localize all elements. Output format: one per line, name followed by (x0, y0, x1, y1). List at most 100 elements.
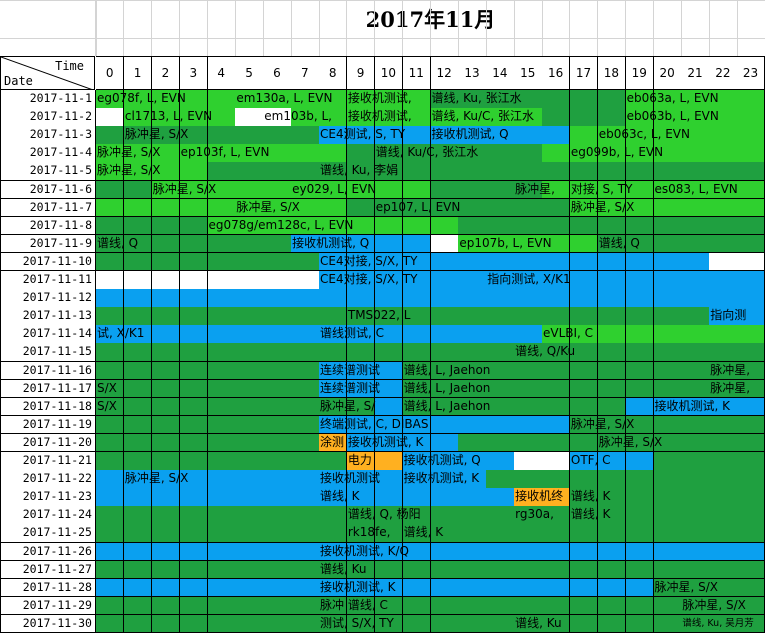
schedule-cell[interactable] (263, 361, 292, 381)
schedule-cell[interactable] (374, 397, 404, 417)
schedule-cell[interactable] (681, 361, 710, 381)
hour-header-8[interactable]: 8 (319, 56, 348, 90)
schedule-cell[interactable] (291, 433, 320, 453)
schedule-cell[interactable] (374, 289, 404, 308)
schedule-cell[interactable] (346, 397, 376, 417)
schedule-cell[interactable] (179, 216, 208, 236)
schedule-cell[interactable] (709, 506, 738, 525)
hour-header-13[interactable]: 13 (458, 56, 487, 90)
schedule-cell[interactable] (681, 488, 710, 507)
schedule-cell[interactable] (235, 162, 264, 181)
schedule-cell[interactable] (430, 252, 459, 272)
schedule-cell[interactable] (151, 542, 181, 562)
schedule-cell[interactable] (402, 162, 431, 181)
schedule-cell[interactable] (235, 524, 264, 543)
schedule-cell[interactable] (625, 361, 654, 381)
schedule-cell[interactable] (681, 289, 710, 308)
schedule-cell[interactable] (291, 126, 320, 145)
date-cell[interactable]: 2017-11-3 (0, 126, 96, 145)
schedule-cell[interactable] (151, 433, 181, 453)
schedule-cell[interactable] (653, 560, 682, 580)
schedule-cell[interactable] (486, 397, 515, 417)
schedule-cell[interactable] (179, 452, 208, 471)
schedule-cell[interactable] (207, 343, 236, 362)
schedule-cell[interactable] (96, 560, 125, 580)
schedule-cell[interactable] (681, 470, 710, 489)
schedule-cell[interactable] (123, 506, 153, 525)
schedule-cell[interactable] (486, 252, 515, 272)
schedule-cell[interactable] (625, 578, 654, 598)
schedule-cell[interactable] (346, 433, 376, 453)
schedule-cell[interactable] (653, 433, 682, 453)
schedule-cell[interactable] (569, 470, 599, 489)
schedule-cell[interactable] (653, 578, 682, 598)
schedule-cell[interactable] (179, 289, 208, 308)
hour-header-20[interactable]: 20 (653, 56, 682, 90)
schedule-cell[interactable] (458, 307, 487, 326)
schedule-cell[interactable] (346, 144, 376, 163)
schedule-cell[interactable] (653, 216, 682, 236)
schedule-cell[interactable] (151, 596, 181, 616)
schedule-cell[interactable] (151, 578, 181, 598)
schedule-cell[interactable] (402, 216, 431, 236)
schedule-cell[interactable] (263, 506, 292, 525)
schedule-cell[interactable] (123, 343, 153, 362)
schedule-cell[interactable] (207, 397, 236, 417)
schedule-cell[interactable] (346, 198, 376, 218)
schedule-cell[interactable] (123, 361, 153, 381)
schedule-cell[interactable] (96, 506, 125, 525)
schedule-cell[interactable] (96, 343, 125, 362)
schedule-cell[interactable] (291, 415, 320, 435)
schedule-cell[interactable] (291, 560, 320, 580)
schedule-cell[interactable] (291, 542, 320, 562)
schedule-cell[interactable] (374, 307, 404, 326)
schedule-cell[interactable] (625, 596, 654, 616)
schedule-cell[interactable] (681, 397, 710, 417)
schedule-cell[interactable] (263, 162, 292, 181)
date-cell[interactable]: 2017-11-8 (0, 216, 96, 236)
schedule-cell[interactable] (569, 289, 599, 308)
schedule-cell[interactable] (597, 488, 627, 507)
schedule-cell[interactable] (458, 433, 487, 453)
date-cell[interactable]: 2017-11-5 (0, 162, 96, 181)
schedule-cell[interactable] (179, 506, 208, 525)
schedule-cell[interactable] (653, 252, 682, 272)
schedule-cell[interactable] (96, 361, 125, 381)
schedule-cell[interactable] (235, 343, 264, 362)
schedule-cell[interactable] (653, 596, 682, 616)
schedule-cell[interactable] (235, 596, 264, 616)
schedule-cell[interactable] (96, 162, 125, 181)
schedule-cell[interactable] (96, 488, 125, 507)
schedule-cell[interactable] (569, 433, 599, 453)
date-cell[interactable]: 2017-11-14 (0, 325, 96, 344)
schedule-cell[interactable] (709, 216, 738, 236)
schedule-cell[interactable] (291, 397, 320, 417)
schedule-cell[interactable] (514, 325, 543, 344)
schedule-cell[interactable] (207, 524, 236, 543)
schedule-cell[interactable] (291, 379, 320, 399)
schedule-cell[interactable] (625, 216, 654, 236)
schedule-cell[interactable] (542, 452, 571, 471)
schedule-cell[interactable] (625, 289, 654, 308)
schedule-cell[interactable] (123, 488, 153, 507)
schedule-cell[interactable] (542, 470, 571, 489)
schedule-cell[interactable] (597, 524, 627, 543)
schedule-cell[interactable] (235, 560, 264, 580)
schedule-cell[interactable] (151, 271, 181, 290)
schedule-cell[interactable] (263, 524, 292, 543)
schedule-cell[interactable] (346, 216, 376, 236)
schedule-cell[interactable] (96, 216, 125, 236)
schedule-cell[interactable] (430, 126, 459, 145)
schedule-cell[interactable] (514, 162, 543, 181)
schedule-cell[interactable] (291, 488, 320, 507)
hour-header-15[interactable]: 15 (514, 56, 543, 90)
schedule-cell[interactable] (179, 524, 208, 543)
schedule-cell[interactable] (514, 524, 543, 543)
schedule-cell[interactable] (402, 126, 431, 145)
schedule-cell[interactable] (151, 488, 181, 507)
schedule-cell[interactable] (681, 343, 710, 362)
schedule-cell[interactable] (319, 216, 348, 236)
schedule-cell[interactable] (263, 126, 292, 145)
schedule-cell[interactable] (291, 614, 320, 634)
schedule-cell[interactable] (402, 397, 431, 417)
